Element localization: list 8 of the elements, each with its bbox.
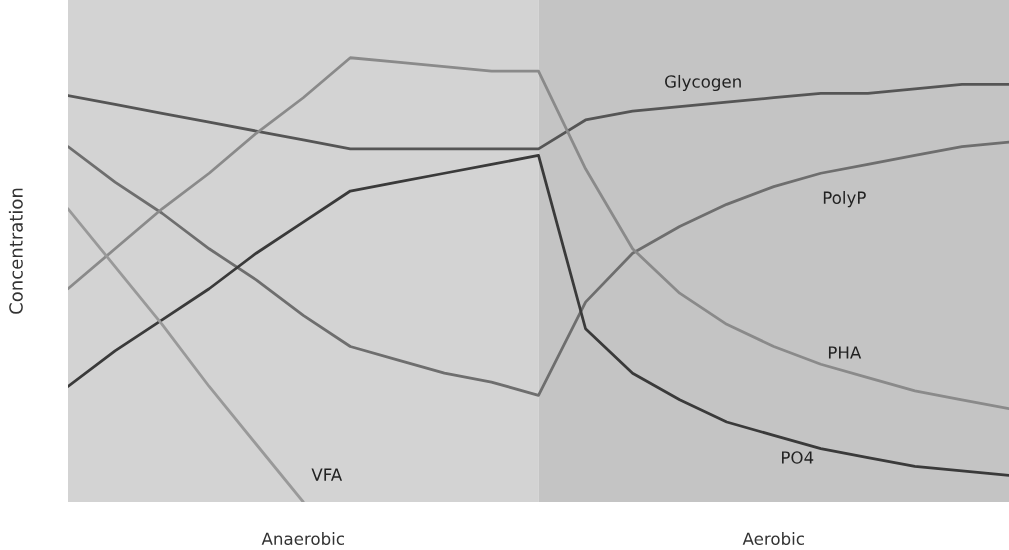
- series-label: PO4: [782, 451, 814, 464]
- series-label: PolyP: [823, 191, 866, 208]
- y-axis-title: Concentration: [8, 188, 23, 314]
- series-label: Glycogen: [665, 74, 741, 92]
- series-label: VFA: [311, 468, 343, 481]
- series-label: PHA: [828, 346, 862, 359]
- text: Anaerobic: [261, 532, 344, 546]
- text: Aerobic: [742, 532, 804, 546]
